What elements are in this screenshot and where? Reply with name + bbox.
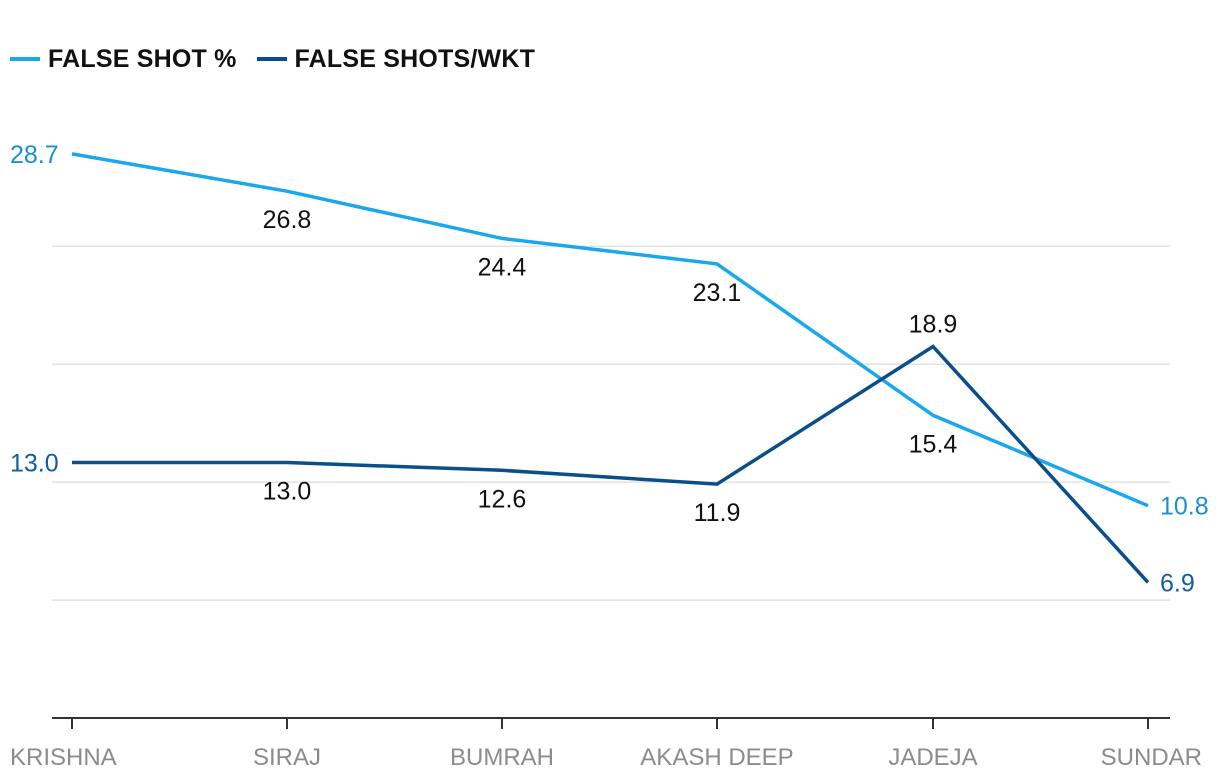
- legend-label-false-shots-per-wkt: FALSE SHOTS/WKT: [294, 44, 536, 73]
- legend-swatch-false-shots-per-wkt: [256, 57, 287, 61]
- data-label-series-1: 18.9: [909, 310, 958, 338]
- series-line-0: [71, 152, 1149, 508]
- legend-label-false-shot-pct: FALSE SHOT %: [48, 44, 237, 73]
- legend-swatch-false-shot-pct: [10, 57, 40, 61]
- data-labels: 28.7 26.8 24.4 23.1 15.4 10.8 13.0 13.0 12.6 11.9…: [10, 141, 1209, 598]
- series-line-1: [72, 344, 1150, 584]
- data-label-series-0: 23.1: [693, 279, 742, 307]
- data-label-series-0: 24.4: [478, 253, 527, 281]
- data-label-series-1: 13.0: [10, 449, 59, 477]
- data-label-series-0: 10.8: [1160, 493, 1209, 521]
- x-tick-label: SIRAJ: [253, 744, 321, 771]
- series-lines: [71, 152, 1150, 584]
- data-label-series-0: 28.7: [10, 141, 59, 169]
- data-label-series-1: 11.9: [694, 499, 741, 527]
- legend-item-false-shot-pct: FALSE SHOT %: [10, 45, 237, 74]
- x-tick-label: JADEJA: [888, 744, 977, 771]
- data-label-series-0: 15.4: [909, 430, 958, 458]
- x-tick-label: AKASH DEEP: [640, 744, 793, 771]
- data-label-series-1: 12.6: [478, 485, 527, 513]
- x-tick-label: KRISHNA: [10, 744, 117, 771]
- legend-item-false-shots-per-wkt: FALSE SHOTS/WKT: [256, 44, 536, 74]
- x-tick-label: SUNDAR: [1101, 744, 1202, 771]
- data-label-series-0: 26.8: [263, 206, 312, 234]
- x-tick-label: BUMRAH: [450, 744, 554, 771]
- legend: FALSE SHOT % FALSE SHOTS/WKT: [10, 42, 555, 76]
- data-label-series-1: 6.9: [1160, 569, 1195, 597]
- gridlines: [52, 245, 1170, 601]
- x-axis: KRISHNA SIRAJ BUMRAH AKASH DEEP JADEJA SUNDAR: [10, 717, 1202, 771]
- data-label-series-1: 13.0: [263, 477, 312, 505]
